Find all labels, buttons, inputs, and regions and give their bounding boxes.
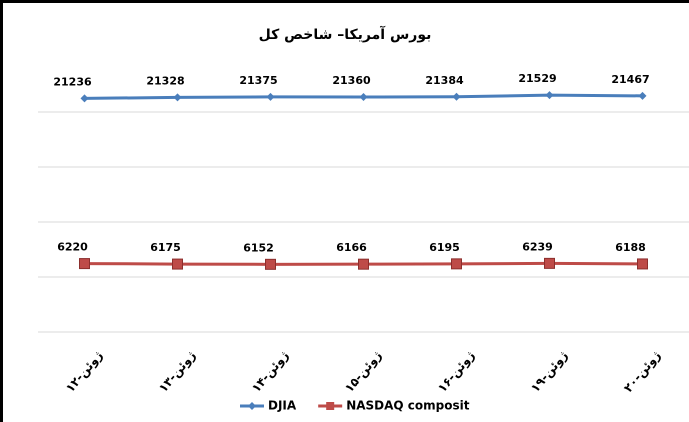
chart-title: بورس آمریکا– شاخص کل: [259, 25, 432, 43]
legend-label: NASDAQ composit: [346, 399, 470, 413]
data-label: 21375: [239, 74, 277, 87]
point: [637, 258, 648, 270]
point: [544, 257, 555, 269]
legend-label: DJIA: [268, 399, 297, 413]
point: [451, 258, 462, 270]
point: [266, 92, 275, 101]
point: [638, 91, 647, 100]
point: [545, 91, 554, 100]
data-label: 21328: [146, 74, 184, 87]
legend-marker: [248, 402, 256, 410]
point: [173, 93, 182, 102]
data-label: 6220: [57, 241, 88, 254]
point: [358, 258, 369, 270]
point: [452, 92, 461, 101]
data-label: 21236: [53, 75, 92, 88]
legend-marker: [326, 402, 335, 410]
data-label: 21467: [611, 73, 649, 86]
point: [359, 93, 368, 102]
data-label: 21384: [425, 74, 464, 87]
point: [265, 258, 276, 270]
data-label: 21360: [332, 74, 371, 87]
point: [79, 258, 90, 270]
point: [172, 258, 183, 270]
data-label: 21529: [518, 72, 556, 85]
data-label: 6152: [243, 241, 274, 254]
data-label: 6195: [429, 241, 460, 254]
point: [80, 94, 89, 103]
data-label: 6166: [336, 241, 367, 254]
data-label: 6175: [150, 241, 181, 254]
data-label: 6239: [522, 240, 553, 253]
data-label: 6188: [615, 241, 646, 254]
